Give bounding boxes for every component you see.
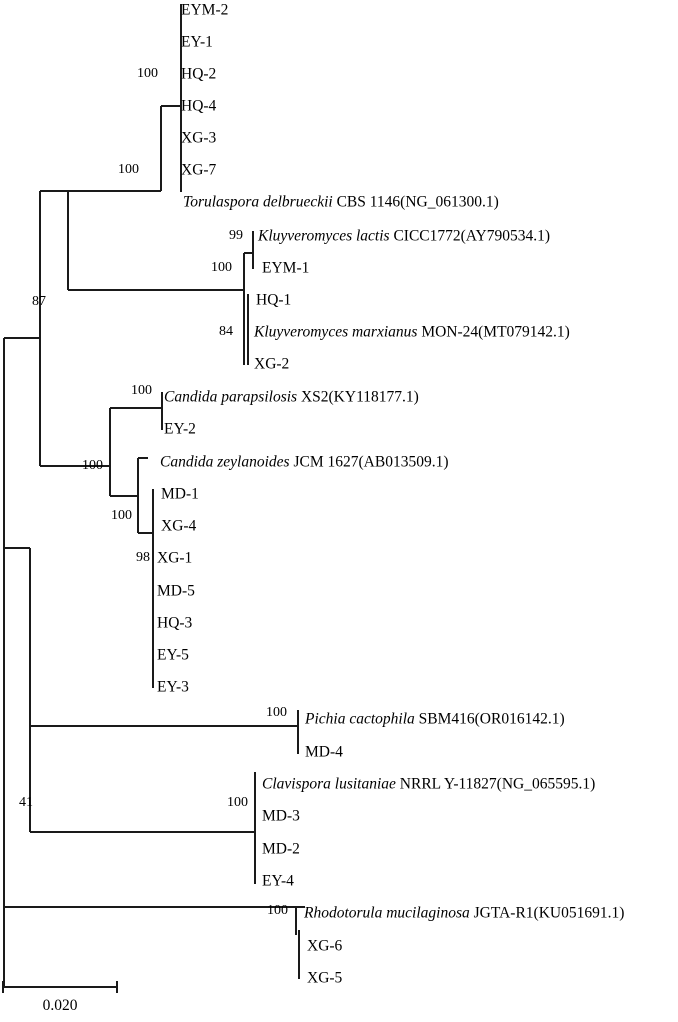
tip-label-hq-2: HQ-2	[181, 66, 216, 82]
tip-label-eym-1: EYM-1	[262, 260, 309, 276]
species-name: Clavispora lusitaniae	[262, 775, 396, 793]
strain-accession: JGTA-R1(KU051691.1)	[473, 904, 625, 922]
strain-accession: MD-5	[157, 582, 195, 600]
tip-label-xg-2: XG-2	[254, 356, 289, 372]
scale-bar-label: 0.020	[42, 997, 78, 1014]
tip-label-jgta-r1-ku051691-1-: Rhodotorula mucilaginosa JGTA-R1(KU05169…	[304, 905, 624, 921]
tip-label-md-5: MD-5	[157, 583, 195, 599]
strain-accession: NRRL Y-11827(NG_065595.1)	[399, 775, 596, 793]
strain-accession: HQ-4	[181, 97, 217, 115]
bootstrap-value: 100	[111, 508, 132, 523]
species-name: Kluyveromyces lactis	[258, 227, 390, 245]
tip-label-xg-6: XG-6	[307, 938, 342, 954]
strain-accession: XG-3	[181, 129, 217, 147]
bootstrap-value: 41	[19, 795, 33, 810]
tip-label-ey-2: EY-2	[164, 421, 196, 437]
tip-label-eym-2: EYM-2	[181, 2, 228, 18]
strain-accession: EYM-2	[181, 1, 229, 19]
species-name: Kluyveromyces marxianus	[254, 323, 418, 341]
tip-label-hq-3: HQ-3	[157, 615, 192, 631]
bootstrap-value: 100	[267, 903, 288, 918]
tip-label-ey-4: EY-4	[262, 873, 294, 889]
strain-accession: HQ-1	[256, 291, 292, 309]
tip-label-md-1: MD-1	[161, 486, 199, 502]
tip-label-nrrl-y-11827-ng-065595-1-: Clavispora lusitaniae NRRL Y-11827(NG_06…	[262, 776, 595, 792]
tip-label-md-4: MD-4	[305, 744, 343, 760]
strain-accession: XG-1	[157, 549, 193, 567]
bootstrap-value: 100	[266, 705, 287, 720]
strain-accession: EY-2	[164, 420, 196, 438]
tip-label-xg-5: XG-5	[307, 970, 342, 986]
strain-accession: JCM 1627(AB013509.1)	[293, 453, 449, 471]
tip-label-cicc1772-ay790534-1-: Kluyveromyces lactis CICC1772(AY790534.1…	[258, 228, 550, 244]
tip-label-mon-24-mt079142-1-: Kluyveromyces marxianus MON-24(MT079142.…	[254, 324, 570, 340]
species-name: Candida zeylanoides	[160, 453, 290, 471]
tip-label-xg-7: XG-7	[181, 162, 216, 178]
tip-label-ey-5: EY-5	[157, 647, 189, 663]
tip-label-ey-1: EY-1	[181, 34, 213, 50]
bootstrap-value: 100	[131, 383, 152, 398]
tip-label-sbm416-or016142-1-: Pichia cactophila SBM416(OR016142.1)	[305, 711, 565, 727]
strain-accession: MD-1	[161, 485, 199, 503]
strain-accession: MD-3	[262, 807, 300, 825]
tip-label-xg-4: XG-4	[161, 518, 196, 534]
strain-accession: EY-1	[181, 33, 213, 51]
strain-accession: XS2(KY118177.1)	[300, 388, 419, 406]
strain-accession: EY-5	[157, 646, 189, 664]
strain-accession: MD-4	[305, 743, 343, 761]
tip-label-hq-1: HQ-1	[256, 292, 291, 308]
bootstrap-value: 100	[211, 260, 232, 275]
species-name: Rhodotorula mucilaginosa	[304, 904, 470, 922]
species-name: Pichia cactophila	[305, 710, 415, 728]
bootstrap-value: 100	[137, 66, 158, 81]
species-name: Torulaspora delbrueckii	[183, 193, 333, 211]
tip-label-ey-3: EY-3	[157, 679, 189, 695]
tip-label-hq-4: HQ-4	[181, 98, 216, 114]
strain-accession: CBS 1146(NG_061300.1)	[336, 193, 499, 211]
strain-accession: EYM-1	[262, 259, 310, 277]
species-name: Candida parapsilosis	[164, 388, 298, 406]
strain-accession: XG-4	[161, 517, 197, 535]
bootstrap-value: 87	[32, 294, 46, 309]
strain-accession: XG-6	[307, 937, 343, 955]
strain-accession: HQ-2	[181, 65, 217, 83]
bootstrap-value: 100	[118, 162, 139, 177]
strain-accession: MON-24(MT079142.1)	[421, 323, 570, 341]
bootstrap-value: 98	[136, 550, 150, 565]
bootstrap-value: 84	[219, 324, 233, 339]
tip-label-md-2: MD-2	[262, 841, 300, 857]
strain-accession: HQ-3	[157, 614, 193, 632]
tip-label-jcm-1627-ab013509-1-: Candida zeylanoides JCM 1627(AB013509.1)	[160, 454, 448, 470]
strain-accession: MD-2	[262, 840, 300, 858]
bootstrap-value: 100	[227, 795, 248, 810]
strain-accession: XG-5	[307, 969, 343, 987]
strain-accession: XG-2	[254, 355, 290, 373]
strain-accession: CICC1772(AY790534.1)	[393, 227, 551, 245]
bootstrap-value: 99	[229, 228, 243, 243]
strain-accession: XG-7	[181, 161, 217, 179]
bootstrap-value: 100	[82, 458, 103, 473]
strain-accession: EY-3	[157, 678, 189, 696]
tip-label-xg-1: XG-1	[157, 550, 192, 566]
tip-label-xs2-ky118177-1-: Candida parapsilosis XS2(KY118177.1)	[164, 389, 419, 405]
tip-label-cbs-1146-ng-061300-1-: Torulaspora delbrueckii CBS 1146(NG_0613…	[183, 194, 499, 210]
strain-accession: SBM416(OR016142.1)	[418, 710, 565, 728]
tip-label-md-3: MD-3	[262, 808, 300, 824]
strain-accession: EY-4	[262, 872, 294, 890]
tip-label-xg-3: XG-3	[181, 130, 216, 146]
